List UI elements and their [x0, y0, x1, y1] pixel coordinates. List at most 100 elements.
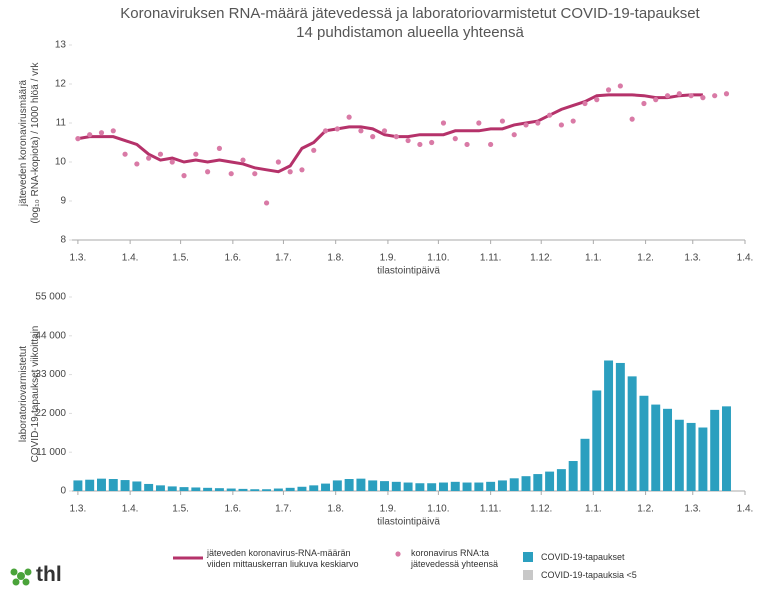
legend-swatch [523, 570, 533, 580]
point [594, 97, 600, 103]
x-tick-label: 1.4. [122, 504, 139, 515]
point [110, 128, 116, 134]
x-tick-label: 1.5. [172, 253, 189, 264]
bar [380, 481, 389, 491]
point [287, 169, 293, 175]
bar [627, 376, 637, 491]
x-tick-label: 1.8. [327, 504, 344, 515]
y-tick-label: 8 [60, 235, 66, 246]
legend-label: koronavirus RNA:ta jätevedessä yhteensä [411, 548, 499, 569]
bar [214, 488, 224, 491]
y-tick-label: 44 000 [35, 330, 66, 341]
point [723, 91, 730, 97]
y-axis-label: jäteveden koronavirusmäärä (log₁₀ RNA-ko… [18, 62, 41, 223]
bar [144, 483, 154, 491]
bar [403, 482, 413, 491]
point [252, 171, 258, 177]
bar [285, 487, 295, 491]
bar [73, 480, 83, 491]
point [275, 159, 281, 165]
x-tick-label: 1.2. [637, 504, 654, 515]
x-tick-label: 1.12. [530, 504, 552, 515]
bar [450, 481, 460, 491]
bar [368, 480, 378, 491]
bar [462, 482, 472, 491]
point [511, 132, 517, 138]
point [605, 87, 612, 93]
bar [674, 419, 684, 491]
bar [722, 406, 731, 491]
x-tick-label: 1.5. [172, 504, 189, 515]
bar [155, 485, 165, 491]
point [499, 118, 506, 124]
chart-title: Koronaviruksen RNA-määrä jätevedessä ja … [120, 5, 700, 41]
point [405, 137, 411, 144]
point [488, 141, 494, 148]
x-tick-label: 1.3. [70, 253, 87, 264]
y-tick-label: 13 [55, 40, 67, 51]
bar [545, 471, 555, 491]
point [546, 112, 553, 118]
point [381, 128, 388, 134]
x-tick-label: 1.1. [585, 253, 602, 264]
x-tick-label: 1.7. [275, 504, 292, 515]
x-tick-label: 1.3. [684, 504, 701, 515]
point [393, 134, 399, 140]
bar [663, 408, 673, 491]
x-tick-label: 1.3. [684, 253, 701, 264]
point [228, 171, 234, 177]
bar [698, 427, 708, 491]
y-tick-label: 55 000 [35, 292, 66, 303]
bar [615, 362, 625, 491]
x-tick-label: 1.6. [225, 504, 242, 515]
legend-swatch [395, 551, 401, 557]
point [570, 118, 576, 124]
bar [604, 360, 614, 491]
point [429, 139, 435, 146]
point [464, 141, 470, 148]
logo-icon [10, 568, 32, 586]
x-axis-label: tilastointipäivä [377, 517, 440, 528]
bar [556, 469, 566, 491]
point [676, 91, 682, 97]
bar [427, 483, 437, 491]
legend-label: COVID-19-tapaukset [541, 552, 625, 562]
point [688, 93, 694, 99]
bar [191, 487, 201, 491]
bar [651, 404, 661, 491]
bar [486, 481, 496, 491]
x-tick-label: 1.4. [122, 253, 139, 264]
bar [203, 487, 213, 491]
bar [108, 479, 118, 491]
point [146, 155, 152, 161]
bar [132, 481, 142, 491]
y-tick-label: 10 [55, 157, 67, 168]
bar [533, 474, 543, 491]
point [712, 93, 718, 99]
point [358, 128, 364, 134]
point [181, 173, 187, 179]
point [216, 145, 223, 151]
x-tick-label: 1.1. [585, 504, 602, 515]
point [523, 122, 529, 128]
bar [391, 481, 401, 491]
x-tick-label: 1.10. [427, 504, 449, 515]
x-tick-label: 1.9. [380, 253, 397, 264]
bar [273, 488, 283, 491]
bar [297, 486, 307, 491]
point [311, 147, 317, 153]
line [77, 93, 703, 174]
point [653, 97, 659, 103]
x-tick-label: 1.4. [737, 504, 754, 515]
y-tick-label: 9 [60, 196, 66, 207]
x-tick-label: 1.11. [480, 253, 502, 264]
point [664, 93, 671, 99]
x-tick-label: 1.4. [737, 253, 754, 264]
logo-text: thl [36, 563, 62, 586]
y-tick-label: 11 000 [36, 447, 66, 458]
point [240, 157, 246, 163]
bar [415, 483, 425, 491]
x-axis-label: tilastointipäivä [377, 266, 440, 277]
